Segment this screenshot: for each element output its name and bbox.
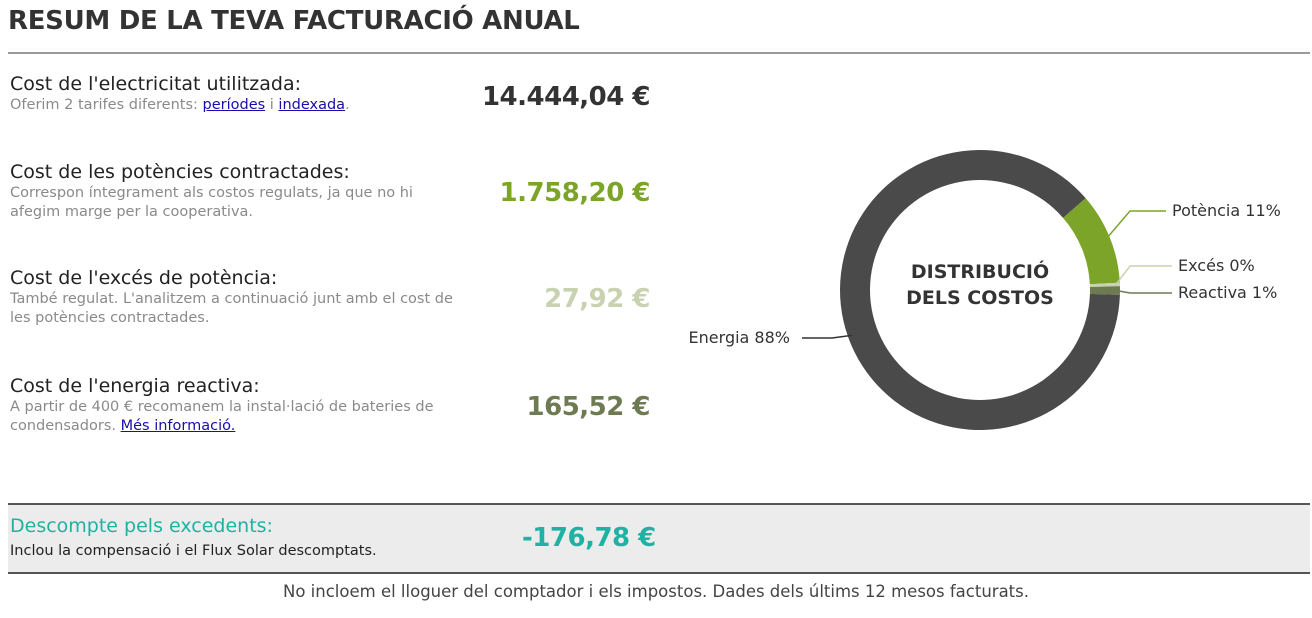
donut-label-1: Potència 11% bbox=[1172, 201, 1281, 220]
cost-excess-value: 27,92 € bbox=[544, 284, 650, 314]
cost-electricity-desc: Oferim 2 tarifes diferents: períodes i i… bbox=[10, 96, 460, 115]
donut-label-2: Excés 0% bbox=[1178, 256, 1255, 275]
cost-electricity-desc-mid: i bbox=[265, 97, 279, 113]
cost-electricity-desc-suffix: . bbox=[345, 97, 350, 113]
cost-electricity-label: Cost de l'electricitat utilitzada: bbox=[10, 73, 302, 95]
cost-excess-desc: També regulat. L'analitzem a continuació… bbox=[10, 291, 453, 326]
cost-reactive-value: 165,52 € bbox=[526, 392, 651, 422]
donut-label-3: Reactiva 1% bbox=[1178, 283, 1277, 302]
cost-excess-label: Cost de l'excés de potència: bbox=[10, 267, 278, 289]
donut-leader-0 bbox=[802, 334, 852, 339]
discount-desc: Inclou la compensació i el Flux Solar de… bbox=[10, 543, 377, 559]
page-title: RESUM DE LA TEVA FACTURACIÓ ANUAL bbox=[8, 6, 580, 36]
cost-reactive-row: Cost de l'energia reactiva: A partir de … bbox=[10, 374, 651, 436]
chart-title-line2: DELS COSTOS bbox=[906, 287, 1054, 309]
donut-label-0: Energia 88% bbox=[689, 328, 790, 347]
cost-power-desc: Correspon íntegrament als costos regulat… bbox=[10, 185, 413, 220]
discount-box: Descompte pels excedents: Inclou la comp… bbox=[8, 503, 1310, 574]
cost-power-label: Cost de les potències contractades: bbox=[10, 161, 350, 183]
chart-title-line1: DISTRIBUCIÓ bbox=[911, 259, 1049, 283]
mes-informacio-link[interactable]: Més informació. bbox=[120, 418, 236, 434]
cost-distribution-chart: Energia 88% Potència 11% Excés 0% Reactiva … bbox=[689, 149, 1281, 430]
cost-reactive-desc-text: A partir de 400 € recomanem la instal·la… bbox=[10, 399, 434, 434]
cost-power-value: 1.758,20 € bbox=[499, 178, 651, 208]
cost-electricity-value: 14.444,04 € bbox=[481, 82, 651, 112]
cost-reactive-desc: A partir de 400 € recomanem la instal·la… bbox=[10, 398, 460, 436]
donut-leader-2 bbox=[1115, 265, 1172, 286]
periodes-link[interactable]: períodes bbox=[202, 97, 266, 113]
footnote: No incloem el lloguer del comptador i el… bbox=[283, 582, 1029, 601]
donut-slice-2 bbox=[1089, 282, 1120, 287]
donut-slice-1 bbox=[1063, 198, 1120, 285]
cost-power-row: Cost de les potències contractades: Corr… bbox=[10, 160, 651, 222]
cost-reactive-label: Cost de l'energia reactiva: bbox=[10, 375, 260, 397]
title-divider bbox=[8, 52, 1310, 54]
discount-value: -176,78 € bbox=[522, 523, 656, 553]
donut-slices bbox=[840, 149, 1120, 430]
cost-electricity-desc-text: Oferim 2 tarifes diferents: bbox=[10, 97, 203, 113]
discount-label: Descompte pels excedents: bbox=[10, 515, 273, 537]
cost-excess-row: Cost de l'excés de potència: També regul… bbox=[10, 266, 650, 328]
donut-leader-1 bbox=[1105, 210, 1166, 240]
indexada-link[interactable]: indexada bbox=[278, 97, 346, 113]
donut-slice-3 bbox=[1089, 286, 1120, 295]
donut-leader-3 bbox=[1115, 289, 1172, 294]
cost-electricity-row: Cost de l'electricitat utilitzada: Oferi… bbox=[10, 72, 651, 115]
donut-leaders: Energia 88% Potència 11% Excés 0% Reactiva … bbox=[689, 201, 1281, 347]
